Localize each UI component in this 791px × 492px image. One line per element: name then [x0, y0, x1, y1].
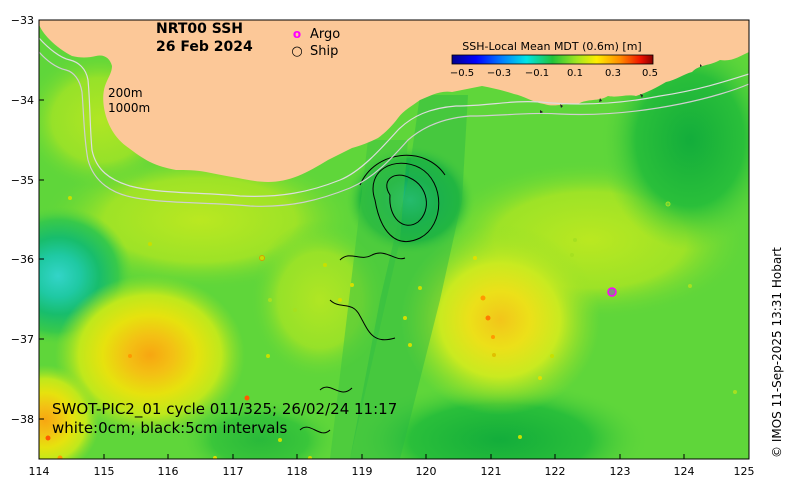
contour-caption: white:0cm; black:5cm intervals	[52, 419, 288, 437]
colorbar-title: SSH-Local Mean MDT (0.6m) [m]	[462, 40, 641, 53]
anticyclonic-eddy-west	[55, 275, 245, 435]
x-tick-label: 118	[287, 465, 308, 478]
swot-caption: SWOT-PIC2_01 cycle 011/325; 26/02/24 11:…	[52, 400, 397, 419]
x-axis-labels: 114 115 116 117 118 119 120 121 122 123 …	[29, 465, 755, 478]
colorbar-tick-label: 0.1	[567, 68, 583, 79]
y-tick-label: −34	[11, 94, 34, 107]
argo-float-marker	[607, 287, 617, 297]
x-tick-label: 116	[158, 465, 179, 478]
argo-legend-icon: o	[293, 27, 301, 41]
contour-line	[372, 162, 440, 243]
colorbar-ramp	[451, 54, 654, 65]
map-title: NRT00 SSH	[156, 21, 243, 37]
x-tick-label: 114	[29, 465, 50, 478]
colorbar: SSH-Local Mean MDT (0.6m) [m] −0.5 −0.3 …	[450, 40, 658, 79]
imos-credit: © IMOS 11-Sep-2025 13:31 Hobart	[770, 247, 784, 458]
observation-points	[45, 196, 737, 459]
x-tick-label: 124	[674, 465, 695, 478]
colorbar-tick-label: 0.5	[642, 68, 658, 79]
y-tick-label: −36	[11, 253, 34, 266]
contour-line	[299, 426, 331, 434]
y-tick-label: −33	[11, 14, 34, 27]
contour-line	[329, 299, 396, 341]
depth-contour-200m	[39, 37, 749, 197]
colorbar-tick-label: −0.1	[525, 68, 549, 79]
x-tick-label: 125	[734, 465, 755, 478]
legend: o Argo ○ Ship	[291, 27, 340, 59]
field-region	[180, 400, 340, 459]
y-tick-label: −38	[11, 413, 34, 426]
colorbar-tick-label: 0.3	[605, 68, 621, 79]
x-tick-label: 120	[416, 465, 437, 478]
contour-line	[339, 252, 406, 261]
ship-legend-icon: ○	[291, 44, 302, 59]
y-tick-label: −37	[11, 333, 34, 346]
anticyclonic-eddy-east	[400, 225, 600, 415]
contour-line	[386, 174, 427, 226]
y-axis-labels: −33 −34 −35 −36 −37 −38	[11, 14, 34, 426]
depth-label-200m: 200m	[108, 86, 143, 100]
colorbar-tick-label: −0.3	[487, 68, 511, 79]
field-region	[350, 380, 650, 459]
map-date: 26 Feb 2024	[156, 39, 253, 55]
anticyclonic-eddy-southwest	[39, 365, 100, 459]
y-tick-label: −35	[11, 174, 34, 187]
plot-area	[39, 20, 749, 459]
x-tick-label: 117	[223, 465, 244, 478]
x-tick-label: 119	[352, 465, 373, 478]
x-tick-label: 115	[94, 465, 115, 478]
contour-line	[319, 386, 353, 393]
x-tick-label: 123	[610, 465, 631, 478]
swot-swath-west	[330, 140, 408, 459]
colorbar-tick-label: −0.5	[450, 68, 474, 79]
swot-swath-east	[350, 95, 468, 459]
ship-legend-label: Ship	[310, 44, 338, 59]
x-tick-label: 121	[481, 465, 502, 478]
argo-legend-label: Argo	[310, 27, 340, 42]
depth-contour-1000m	[39, 51, 749, 207]
depth-label-1000m: 1000m	[108, 101, 150, 115]
plot-frame	[38, 19, 750, 460]
contour-line	[359, 154, 446, 186]
axis-ticks	[38, 19, 750, 459]
x-tick-label: 122	[545, 465, 566, 478]
